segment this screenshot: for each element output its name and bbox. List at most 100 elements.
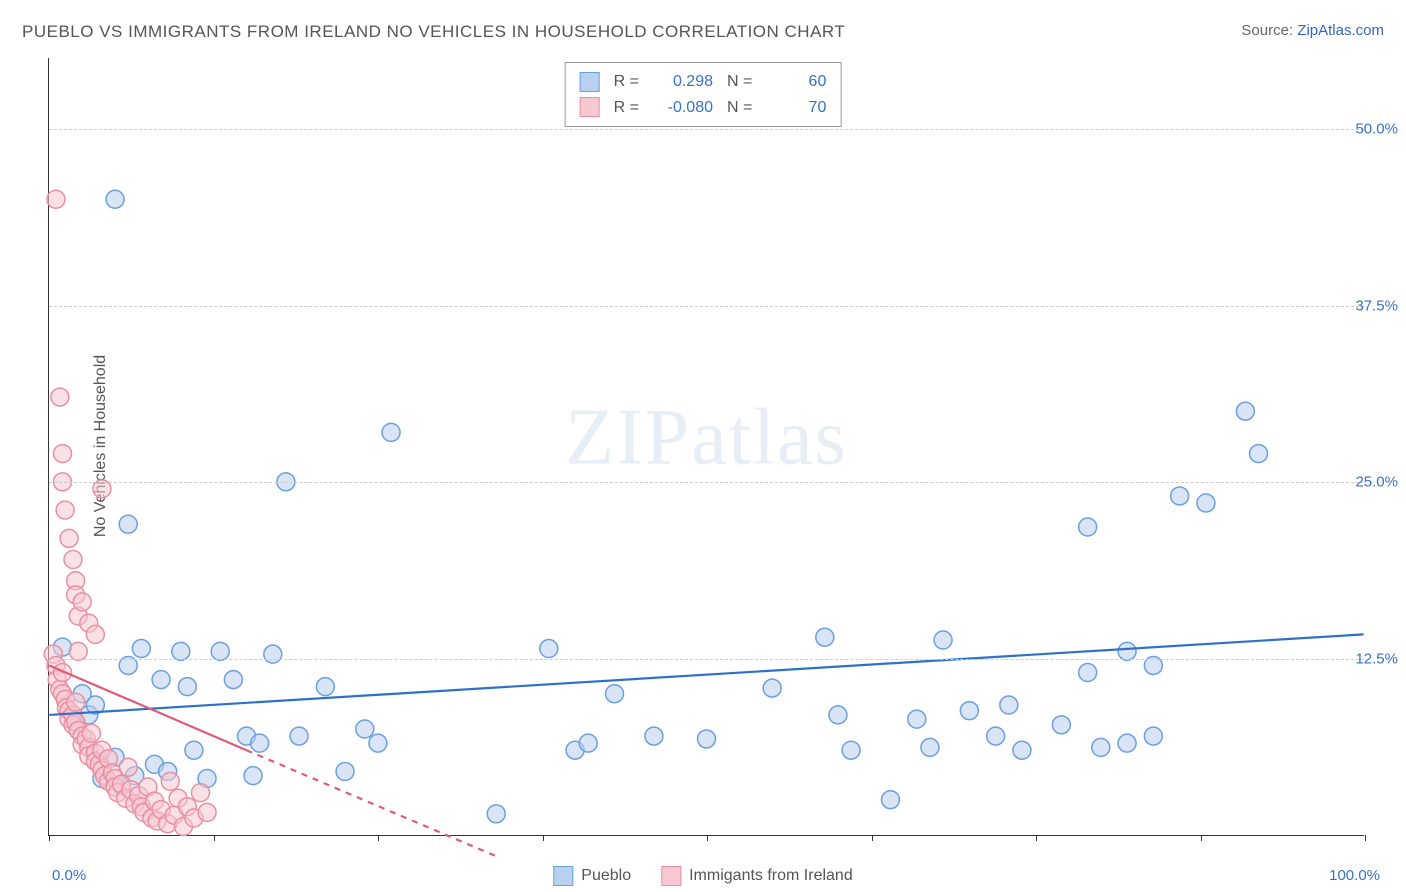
gridline (49, 129, 1364, 130)
data-point (934, 631, 952, 649)
data-point (908, 710, 926, 728)
x-tick (378, 835, 379, 841)
data-point (1000, 696, 1018, 714)
data-point (211, 642, 229, 660)
r-value-pueblo: 0.298 (653, 69, 713, 95)
r-label: R = (614, 95, 639, 121)
data-point (47, 190, 65, 208)
data-point (1013, 741, 1031, 759)
data-point (369, 734, 387, 752)
data-point (1144, 727, 1162, 745)
plot-svg (49, 58, 1364, 835)
chart-plot-area: ZIPatlas (48, 58, 1364, 836)
data-point (185, 741, 203, 759)
r-value-ireland: -0.080 (653, 95, 713, 121)
data-point (1236, 402, 1254, 420)
data-point (1092, 738, 1110, 756)
n-value-pueblo: 60 (766, 69, 826, 95)
data-point (198, 803, 216, 821)
data-point (1250, 445, 1268, 463)
legend-label-pueblo: Pueblo (581, 867, 631, 885)
data-point (960, 702, 978, 720)
data-point (132, 640, 150, 658)
data-point (152, 671, 170, 689)
data-point (56, 501, 74, 519)
swatch-ireland-b (661, 866, 681, 886)
data-point (86, 625, 104, 643)
gridline (49, 306, 1364, 307)
data-point (1052, 716, 1070, 734)
swatch-pueblo-b (553, 866, 573, 886)
trend-line (246, 750, 496, 856)
x-tick (543, 835, 544, 841)
data-point (1118, 642, 1136, 660)
data-point (921, 738, 939, 756)
data-point (487, 805, 505, 823)
data-point (842, 741, 860, 759)
data-point (264, 645, 282, 663)
x-tick (49, 835, 50, 841)
x-tick (707, 835, 708, 841)
data-point (1079, 518, 1097, 536)
swatch-pueblo (580, 72, 600, 92)
source-attribution: Source: ZipAtlas.com (1241, 22, 1384, 39)
x-axis-max-label: 100.0% (1329, 867, 1380, 884)
data-point (1197, 494, 1215, 512)
data-point (192, 784, 210, 802)
x-axis-min-label: 0.0% (52, 867, 86, 884)
stats-legend: R = 0.298 N = 60 R = -0.080 N = 70 (565, 62, 842, 127)
gridline (49, 482, 1364, 483)
data-point (54, 664, 72, 682)
data-point (244, 767, 262, 785)
data-point (987, 727, 1005, 745)
data-point (73, 593, 91, 611)
data-point (172, 642, 190, 660)
data-point (882, 791, 900, 809)
data-point (606, 685, 624, 703)
data-point (178, 678, 196, 696)
data-point (224, 671, 242, 689)
r-label: R = (614, 69, 639, 95)
n-label: N = (727, 95, 752, 121)
stats-row-pueblo: R = 0.298 N = 60 (580, 69, 827, 95)
data-point (645, 727, 663, 745)
data-point (1079, 664, 1097, 682)
data-point (64, 551, 82, 569)
y-tick-label: 12.5% (1355, 651, 1398, 668)
legend-item-ireland: Immigants from Ireland (661, 866, 853, 886)
data-point (1171, 487, 1189, 505)
data-point (1118, 734, 1136, 752)
data-point (336, 762, 354, 780)
x-tick (1365, 835, 1366, 841)
source-prefix: Source: (1241, 22, 1297, 39)
gridline (49, 659, 1364, 660)
x-tick (214, 835, 215, 841)
n-label: N = (727, 69, 752, 95)
data-point (698, 730, 716, 748)
data-point (67, 693, 85, 711)
data-point (51, 388, 69, 406)
series-legend: Pueblo Immigants from Ireland (553, 866, 852, 886)
data-point (316, 678, 334, 696)
data-point (106, 190, 124, 208)
data-point (579, 734, 597, 752)
trend-line (49, 634, 1363, 715)
legend-item-pueblo: Pueblo (553, 866, 631, 886)
x-tick (872, 835, 873, 841)
data-point (356, 720, 374, 738)
y-tick-label: 25.0% (1355, 474, 1398, 491)
legend-label-ireland: Immigants from Ireland (689, 867, 853, 885)
data-point (119, 758, 137, 776)
stats-row-ireland: R = -0.080 N = 70 (580, 95, 827, 121)
data-point (290, 727, 308, 745)
data-point (69, 642, 87, 660)
data-point (763, 679, 781, 697)
data-point (251, 734, 269, 752)
swatch-ireland (580, 97, 600, 117)
data-point (829, 706, 847, 724)
y-tick-label: 37.5% (1355, 297, 1398, 314)
x-tick (1036, 835, 1037, 841)
data-point (382, 423, 400, 441)
source-link[interactable]: ZipAtlas.com (1297, 22, 1384, 39)
x-tick (1201, 835, 1202, 841)
